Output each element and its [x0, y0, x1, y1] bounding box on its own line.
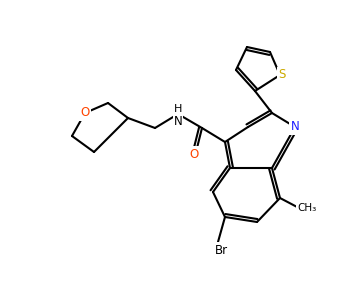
Text: N: N: [174, 115, 182, 128]
Text: H
N: H N: [174, 103, 182, 125]
Text: O: O: [189, 147, 199, 161]
Text: Br: Br: [214, 243, 227, 256]
Text: N: N: [291, 120, 299, 134]
Text: CH₃: CH₃: [297, 203, 317, 213]
Text: O: O: [80, 106, 90, 120]
Text: H: H: [174, 104, 182, 114]
Text: S: S: [278, 69, 286, 81]
